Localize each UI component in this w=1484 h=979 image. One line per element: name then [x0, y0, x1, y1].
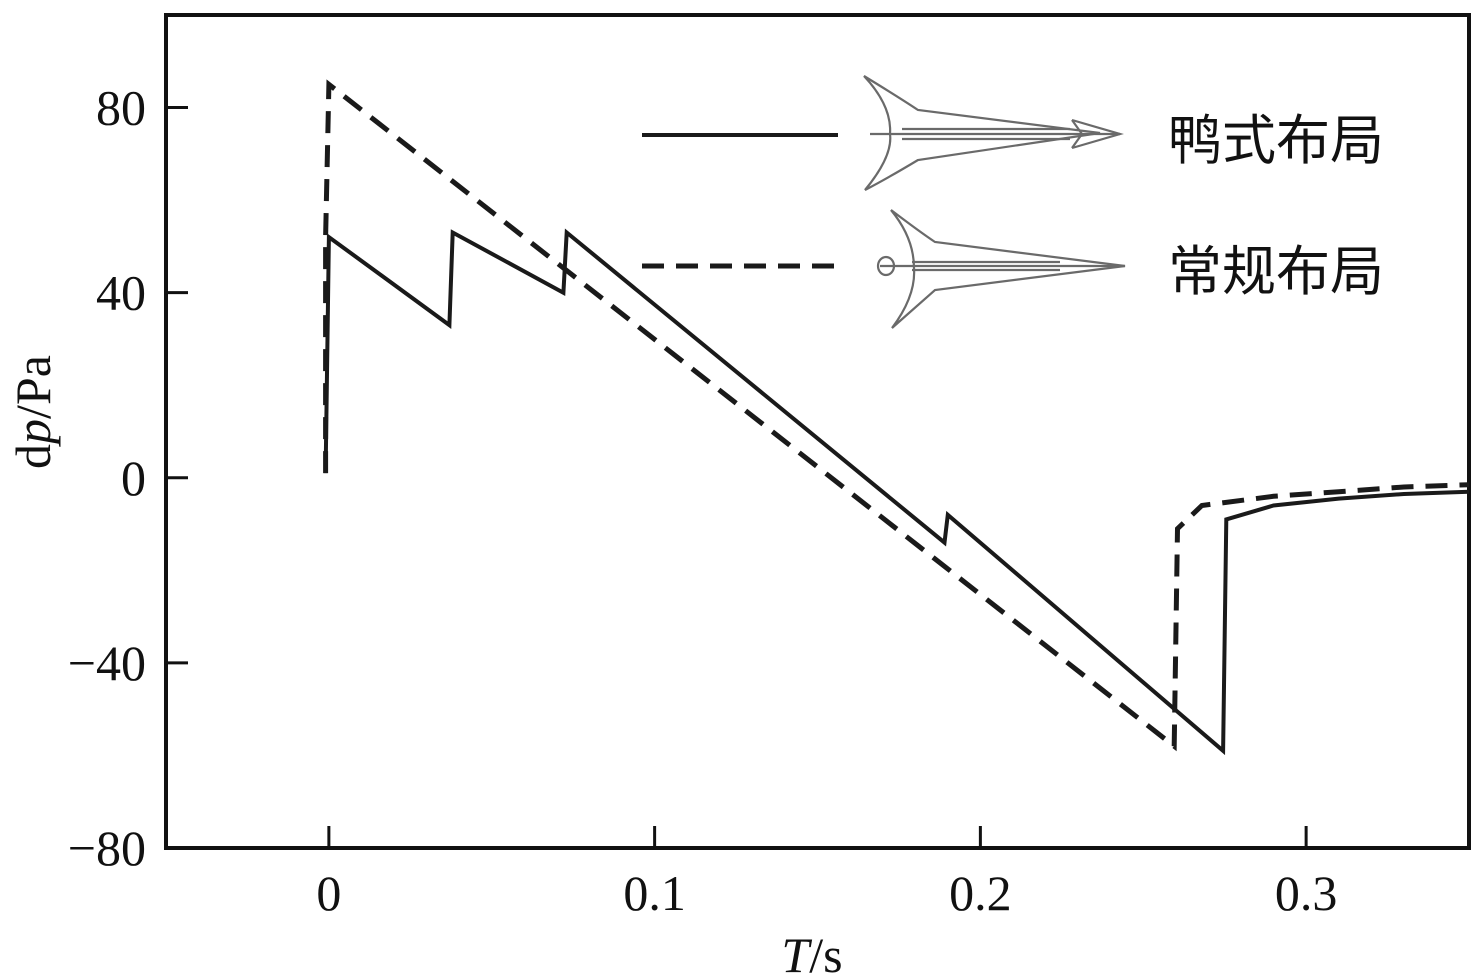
legend-label-dashed: 常规布局 — [1168, 240, 1384, 303]
x-tick-label: 0.3 — [1275, 865, 1338, 921]
x-axis-label: T/s — [781, 927, 842, 979]
series-line-canard — [323, 228, 1470, 756]
canard-aircraft-planform-icon — [863, 75, 1124, 191]
y-tick-label: −80 — [68, 820, 146, 876]
legend-label-solid: 鸭式布局 — [1168, 109, 1384, 172]
y-tick-label: 80 — [96, 80, 146, 136]
y-axis-label: dp/Pa — [5, 355, 61, 469]
plot-frame — [164, 13, 1471, 850]
x-tick-label: 0.2 — [949, 865, 1012, 921]
y-tick-label: 40 — [96, 265, 146, 321]
y-tick-label: 0 — [121, 450, 146, 506]
y-tick-label: −40 — [68, 635, 146, 691]
conventional-aircraft-planform-icon — [876, 209, 1126, 329]
series-line-conventional — [323, 79, 1470, 752]
x-tick-label: 0 — [316, 865, 341, 921]
axis-ticks: 0 0.1 0.2 0.3 80 40 0 −40 −80 — [68, 80, 1338, 921]
series-lines — [323, 79, 1470, 756]
x-tick-label: 0.1 — [623, 865, 686, 921]
legend: 鸭式布局 常规布局 — [642, 75, 1384, 329]
